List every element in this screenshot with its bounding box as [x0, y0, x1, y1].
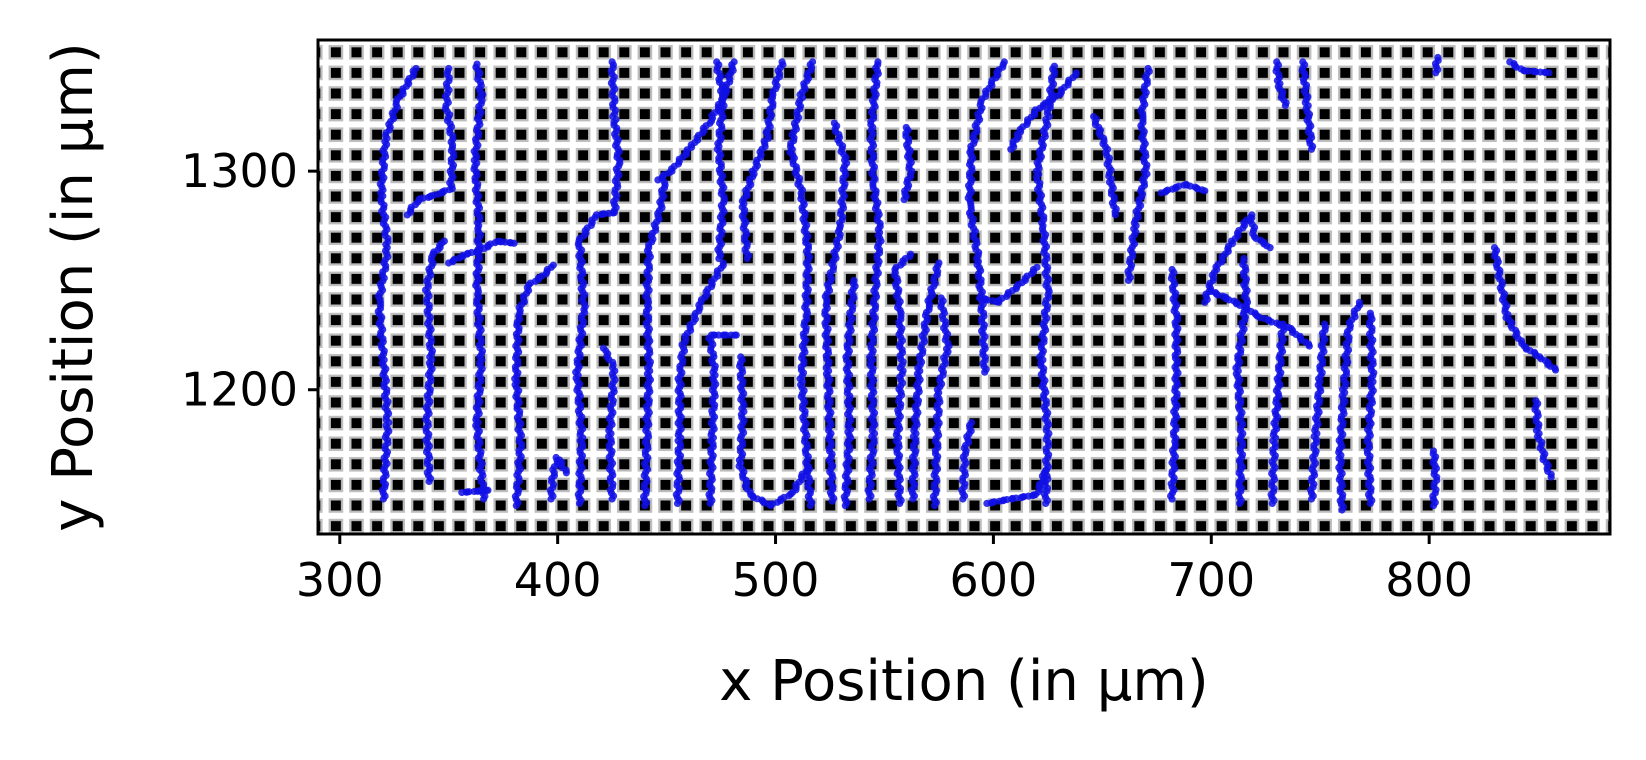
track-point: [733, 331, 740, 338]
track-point: [778, 58, 785, 65]
track-point: [938, 294, 945, 301]
track-point: [1308, 146, 1315, 153]
track-point: [809, 58, 816, 65]
y-tick-label: 1300: [181, 144, 298, 198]
track-point: [1168, 495, 1175, 502]
track-point: [831, 119, 838, 126]
track-point: [550, 262, 557, 269]
track-point: [1145, 65, 1152, 72]
x-tick-label: 500: [732, 553, 820, 607]
track-point: [874, 58, 881, 65]
track-point: [1280, 321, 1287, 328]
x-tick-label: 800: [1385, 553, 1473, 607]
track-point: [441, 237, 448, 244]
y-axis-ticks: 1200 1300: [181, 144, 318, 417]
track-point: [715, 255, 722, 262]
x-axis-label: x Position (in μm): [719, 649, 1209, 714]
track-point: [1367, 310, 1374, 317]
x-tick-label: 700: [1167, 553, 1255, 607]
track-point: [903, 124, 910, 131]
track-point: [935, 259, 942, 266]
track-point: [1001, 58, 1008, 65]
track-point: [1051, 63, 1058, 70]
track-point: [1033, 264, 1040, 271]
track-point: [484, 487, 491, 494]
track-point: [1240, 255, 1247, 262]
track-point: [1321, 321, 1328, 328]
track-point: [609, 58, 616, 65]
x-axis-ticks: 300 400 500 600 700 800: [296, 534, 1473, 607]
track-point: [1282, 102, 1289, 109]
track-point: [1434, 54, 1441, 61]
track-point: [445, 65, 452, 72]
track-point: [1073, 69, 1080, 76]
track-point: [473, 60, 480, 67]
track-point: [1545, 69, 1552, 76]
x-tick-label: 600: [950, 553, 1038, 607]
track-point: [1430, 447, 1437, 454]
x-tick-label: 300: [296, 553, 384, 607]
track-point: [563, 469, 570, 476]
y-axis-label: y Position (in μm): [41, 42, 106, 532]
track-point: [1552, 366, 1559, 373]
track-point: [850, 277, 857, 284]
track-point: [968, 419, 975, 426]
track-point: [731, 58, 738, 65]
track-point: [1112, 211, 1119, 218]
track-point: [1201, 187, 1208, 194]
track-point: [907, 251, 914, 258]
track-point: [1356, 299, 1363, 306]
x-tick-label: 400: [514, 553, 602, 607]
track-point: [1306, 342, 1313, 349]
track-point: [510, 240, 517, 247]
track-point: [1548, 474, 1555, 481]
track-point: [1267, 244, 1274, 251]
y-tick-label: 1200: [181, 363, 298, 417]
track-point: [600, 345, 607, 352]
track-point: [412, 65, 419, 72]
